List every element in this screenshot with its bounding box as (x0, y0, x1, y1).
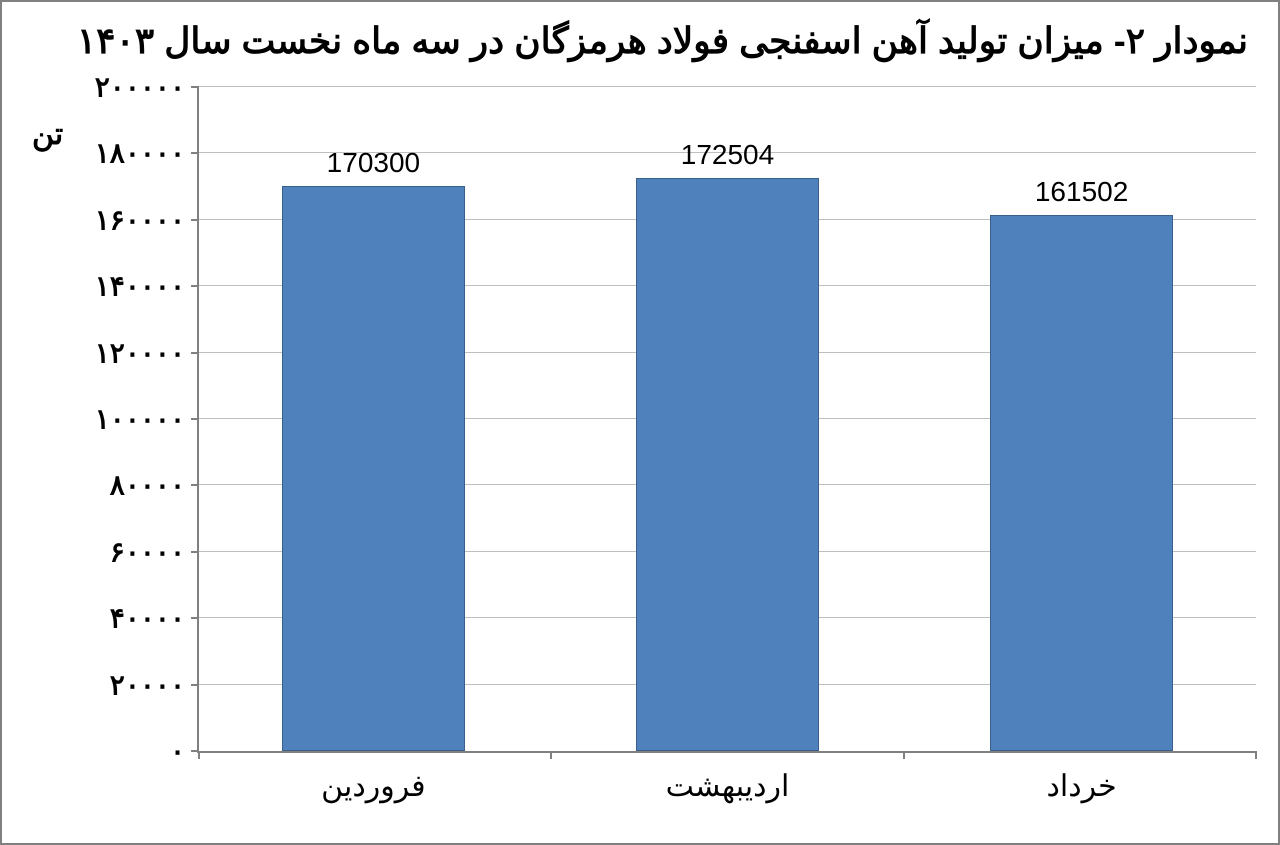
y-tick-mark (191, 484, 199, 486)
bar: 170300 (282, 186, 465, 751)
bar-value-label: 170300 (327, 147, 420, 179)
y-tick-mark (191, 418, 199, 420)
gridline (199, 86, 1256, 87)
y-tick-label: ۶۰۰۰۰ (110, 535, 185, 568)
x-tick-mark (550, 751, 552, 759)
y-tick-label: ۰ (170, 735, 185, 768)
y-tick-label: ۱۸۰۰۰۰ (95, 137, 185, 170)
y-tick-label: ۲۰۰۰۰۰ (95, 71, 185, 104)
y-tick-label: ۴۰۰۰۰ (110, 602, 185, 635)
y-tick-label: ۱۴۰۰۰۰ (95, 270, 185, 303)
bar-value-label: 161502 (1035, 176, 1128, 208)
y-tick-mark (191, 352, 199, 354)
x-tick-label: خرداد (1047, 769, 1117, 804)
y-axis-label: تن (32, 117, 63, 152)
y-tick-label: ۸۰۰۰۰ (110, 469, 185, 502)
chart-container: نمودار ۲- میزان تولید آهن اسفنجی فولاد ه… (0, 0, 1280, 845)
y-tick-label: ۱۰۰۰۰۰ (95, 403, 185, 436)
x-tick-mark (1255, 751, 1257, 759)
x-tick-label: اردیبهشت (666, 769, 790, 804)
y-tick-mark (191, 684, 199, 686)
y-tick-label: ۱۲۰۰۰۰ (95, 336, 185, 369)
chart-title: نمودار ۲- میزان تولید آهن اسفنجی فولاد ه… (32, 20, 1248, 62)
bar: 172504 (636, 178, 819, 751)
y-tick-mark (191, 86, 199, 88)
y-tick-label: ۲۰۰۰۰ (110, 668, 185, 701)
y-tick-mark (191, 219, 199, 221)
y-tick-label: ۱۶۰۰۰۰ (95, 203, 185, 236)
x-tick-label: فروردین (321, 769, 425, 804)
plot-area: ۰۲۰۰۰۰۴۰۰۰۰۶۰۰۰۰۸۰۰۰۰۱۰۰۰۰۰۱۲۰۰۰۰۱۴۰۰۰۰۱… (197, 87, 1256, 753)
y-tick-mark (191, 285, 199, 287)
y-tick-mark (191, 152, 199, 154)
y-tick-mark (191, 551, 199, 553)
x-tick-mark (198, 751, 200, 759)
x-tick-mark (903, 751, 905, 759)
y-tick-mark (191, 617, 199, 619)
bar-value-label: 172504 (681, 139, 774, 171)
bar: 161502 (990, 215, 1173, 751)
